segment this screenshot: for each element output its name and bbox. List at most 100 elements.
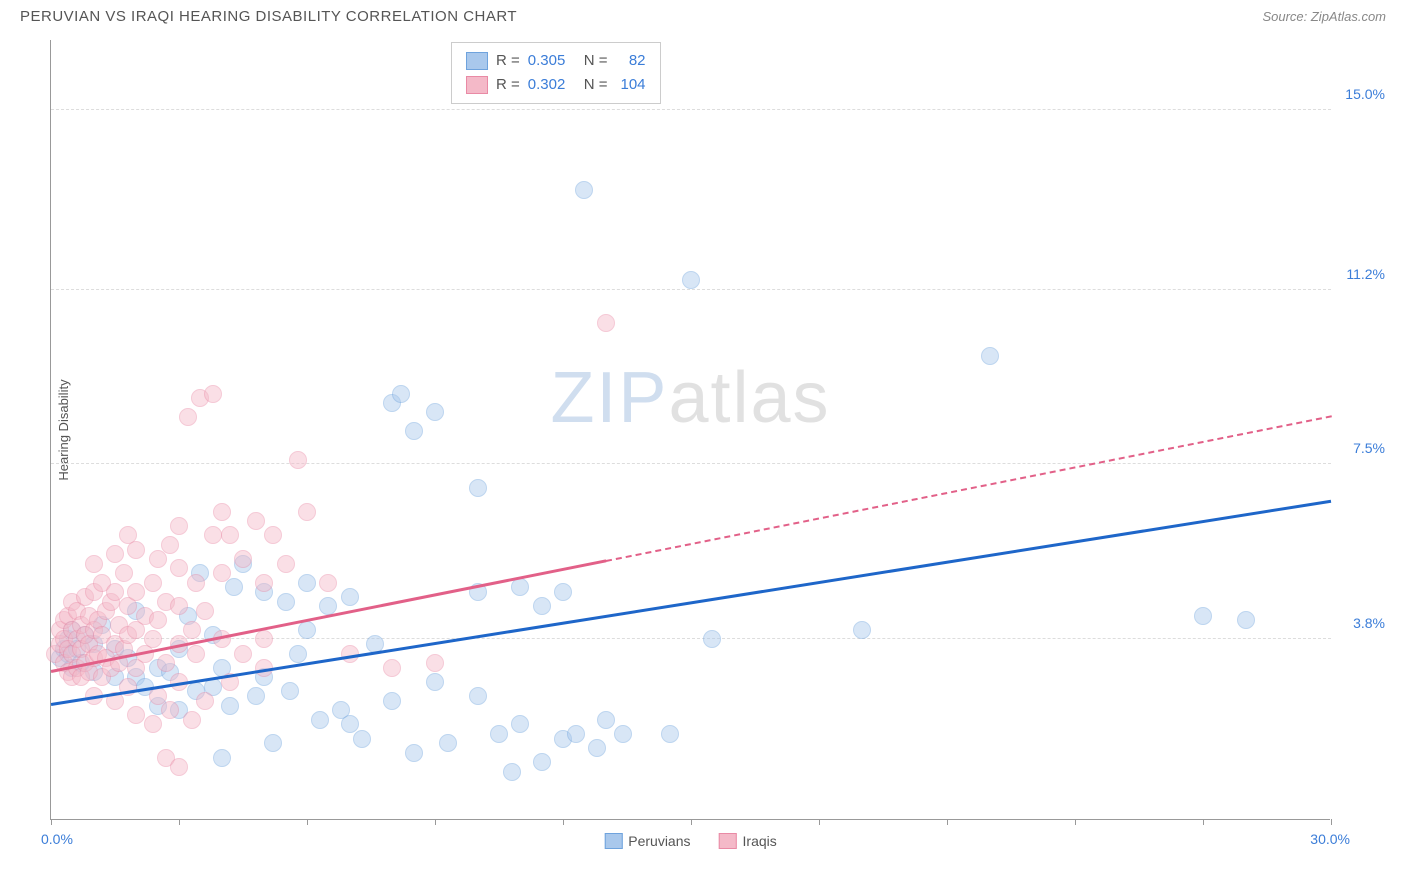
x-tick <box>307 819 308 825</box>
data-point <box>144 574 162 592</box>
data-point <box>183 711 201 729</box>
y-tick-label: 15.0% <box>1345 86 1385 102</box>
data-point <box>383 659 401 677</box>
data-point <box>682 271 700 289</box>
data-point <box>170 758 188 776</box>
data-point <box>277 555 295 573</box>
data-point <box>247 687 265 705</box>
data-point <box>221 526 239 544</box>
gridline <box>51 109 1331 110</box>
data-point <box>255 630 273 648</box>
legend-series: Peruvians Iraqis <box>604 833 777 849</box>
data-point <box>426 654 444 672</box>
chart-title: PERUVIAN VS IRAQI HEARING DISABILITY COR… <box>20 8 517 25</box>
data-point <box>264 734 282 752</box>
data-point <box>149 611 167 629</box>
data-point <box>469 687 487 705</box>
legend-item-iraqis: Iraqis <box>719 833 777 849</box>
data-point <box>255 574 273 592</box>
legend-swatch-iraqis <box>466 76 488 94</box>
legend-row-iraqis: R = 0.302 N = 104 <box>466 73 646 97</box>
data-point <box>196 692 214 710</box>
data-point <box>353 730 371 748</box>
x-tick <box>563 819 564 825</box>
data-point <box>234 645 252 663</box>
data-point <box>426 673 444 691</box>
gridline <box>51 638 1331 639</box>
y-axis-title: Hearing Disability <box>56 379 71 480</box>
data-point <box>225 578 243 596</box>
chart-source: Source: ZipAtlas.com <box>1262 9 1386 24</box>
legend-swatch-peruvians <box>466 52 488 70</box>
trend-line-dashed <box>605 415 1331 562</box>
data-point <box>567 725 585 743</box>
data-point <box>85 555 103 573</box>
data-point <box>298 574 316 592</box>
legend-item-peruvians: Peruvians <box>604 833 690 849</box>
data-point <box>511 715 529 733</box>
data-point <box>614 725 632 743</box>
x-tick <box>179 819 180 825</box>
data-point <box>341 588 359 606</box>
data-point <box>127 541 145 559</box>
legend-swatch-icon <box>604 833 622 849</box>
chart-area: Hearing Disability ZIPatlas R = 0.305 N … <box>50 40 1370 840</box>
trend-line <box>51 500 1331 706</box>
data-point <box>277 593 295 611</box>
data-point <box>161 536 179 554</box>
data-point <box>1194 607 1212 625</box>
data-point <box>405 422 423 440</box>
data-point <box>319 574 337 592</box>
data-point <box>204 526 222 544</box>
y-tick-label: 11.2% <box>1346 266 1385 282</box>
y-tick-label: 7.5% <box>1353 440 1385 456</box>
data-point <box>439 734 457 752</box>
data-point <box>281 682 299 700</box>
data-point <box>533 597 551 615</box>
x-tick <box>691 819 692 825</box>
data-point <box>127 706 145 724</box>
data-point <box>575 181 593 199</box>
data-point <box>196 602 214 620</box>
data-point <box>247 512 265 530</box>
gridline <box>51 463 1331 464</box>
data-point <box>149 550 167 568</box>
data-point <box>426 403 444 421</box>
data-point <box>469 479 487 497</box>
watermark: ZIPatlas <box>550 357 830 439</box>
data-point <box>289 451 307 469</box>
x-tick <box>435 819 436 825</box>
data-point <box>853 621 871 639</box>
legend-swatch-icon <box>719 833 737 849</box>
legend-correlation: R = 0.305 N = 82 R = 0.302 N = 104 <box>451 42 661 104</box>
data-point <box>661 725 679 743</box>
x-tick <box>1331 819 1332 825</box>
data-point <box>144 715 162 733</box>
data-point <box>298 621 316 639</box>
data-point <box>127 583 145 601</box>
data-point <box>204 385 222 403</box>
data-point <box>1237 611 1255 629</box>
data-point <box>187 645 205 663</box>
data-point <box>503 763 521 781</box>
scatter-plot: Hearing Disability ZIPatlas R = 0.305 N … <box>50 40 1330 820</box>
data-point <box>588 739 606 757</box>
data-point <box>106 545 124 563</box>
data-point <box>157 654 175 672</box>
data-point <box>383 692 401 710</box>
data-point <box>221 697 239 715</box>
data-point <box>511 578 529 596</box>
y-tick-label: 3.8% <box>1353 615 1385 631</box>
data-point <box>213 749 231 767</box>
data-point <box>144 630 162 648</box>
data-point <box>187 574 205 592</box>
legend-row-peruvians: R = 0.305 N = 82 <box>466 49 646 73</box>
data-point <box>213 503 231 521</box>
data-point <box>597 314 615 332</box>
x-tick <box>819 819 820 825</box>
data-point <box>311 711 329 729</box>
x-tick <box>1203 819 1204 825</box>
x-tick <box>51 819 52 825</box>
data-point <box>213 564 231 582</box>
data-point <box>298 503 316 521</box>
